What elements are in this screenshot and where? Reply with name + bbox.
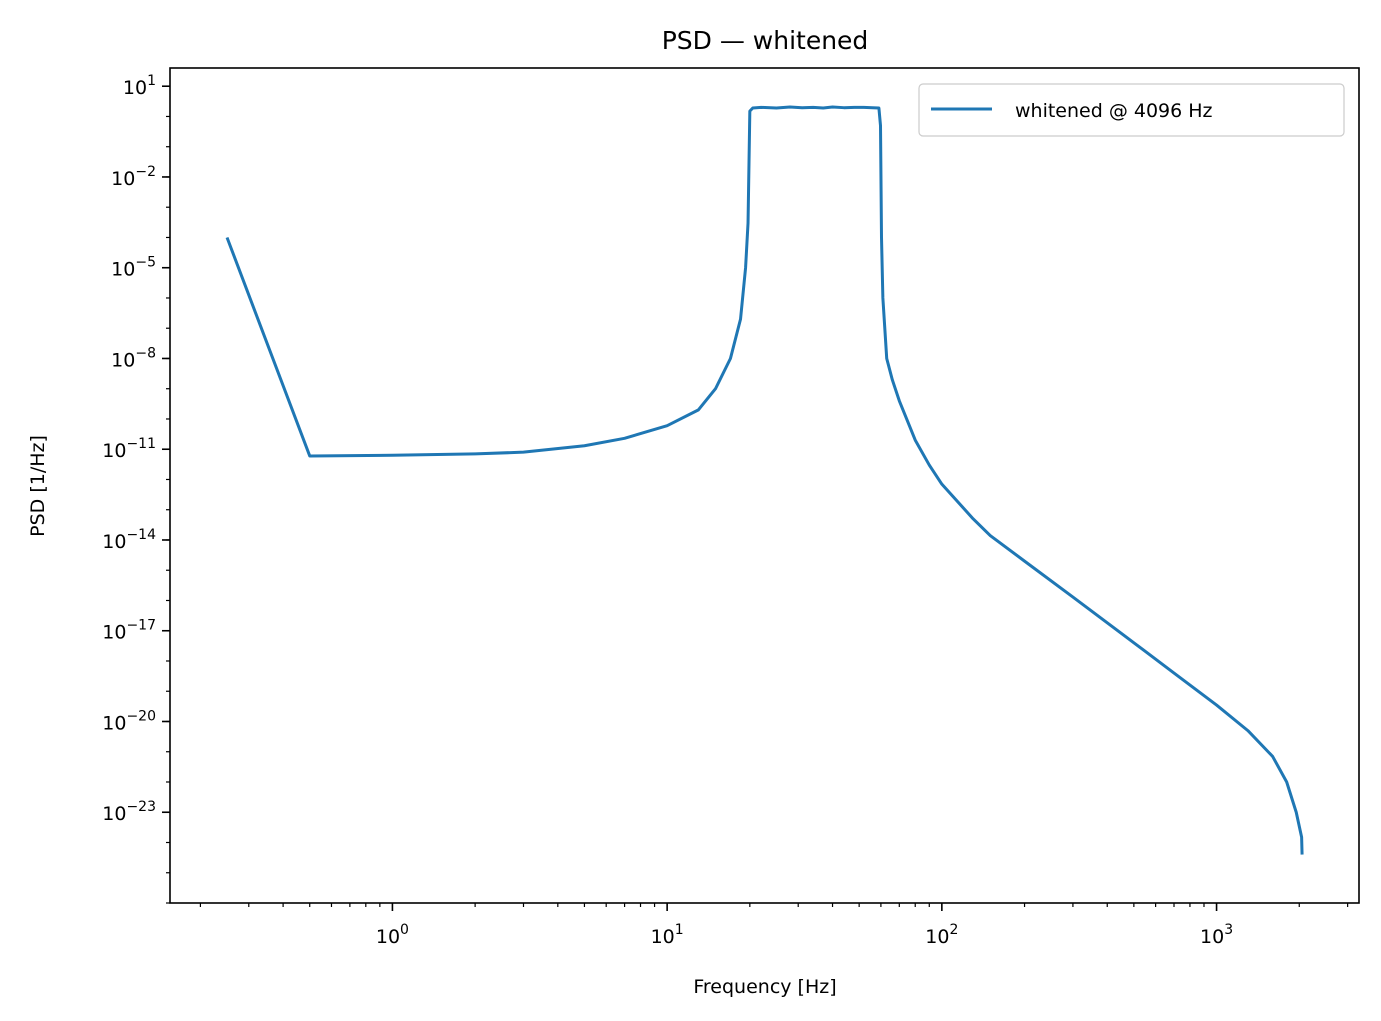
x-axis-label: Frequency [Hz]	[693, 976, 836, 998]
plot-area	[169, 67, 1360, 904]
y-tick-label: 10−5	[111, 255, 156, 281]
legend: whitened @ 4096 Hz	[918, 83, 1345, 137]
legend-entry-label: whitened @ 4096 Hz	[1015, 100, 1213, 122]
series-line-0	[225, 105, 1304, 855]
x-axis-ticks: 100 101 102 103	[199, 903, 1349, 948]
y-tick-label: 10−23	[102, 799, 156, 825]
y-tick-label: 10−2	[111, 164, 156, 190]
y-axis-ticks: 101 10−2 10−5 10−8 10−11 10−14 10−17 10−20 10−23	[102, 73, 170, 904]
x-tick-label: 100	[376, 922, 409, 948]
legend-box	[918, 83, 1345, 137]
chart-title: PSD — whitened	[662, 26, 869, 55]
x-tick-label: 102	[925, 922, 958, 948]
y-tick-label: 10−8	[111, 345, 156, 371]
y-tick-label: 101	[123, 73, 156, 99]
y-tick-label: 10−14	[102, 527, 156, 553]
y-tick-label: 10−11	[102, 436, 156, 462]
y-tick-label: 10−20	[102, 708, 156, 734]
series-layer	[225, 105, 1304, 855]
x-tick-label: 101	[651, 922, 684, 948]
plot-frame	[169, 67, 1360, 904]
y-axis-label: PSD [1/Hz]	[27, 435, 49, 537]
x-tick-label: 103	[1200, 922, 1233, 948]
y-tick-label: 10−17	[102, 618, 156, 644]
